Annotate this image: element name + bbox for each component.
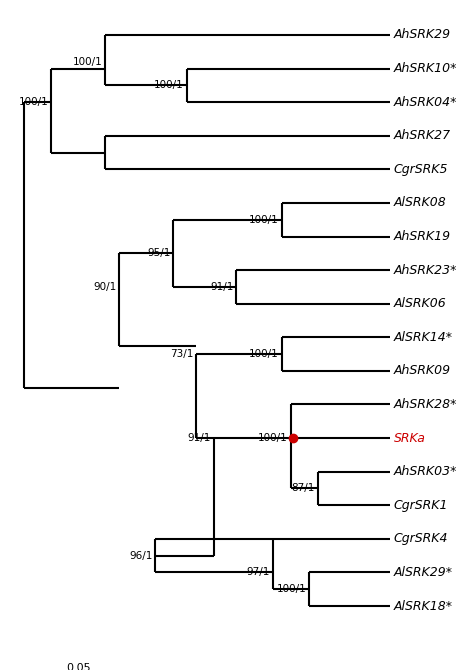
- Text: 97/1: 97/1: [246, 567, 270, 578]
- Text: AhSRK23*: AhSRK23*: [394, 263, 457, 277]
- Text: 0.05: 0.05: [66, 663, 91, 670]
- Text: AlSRK18*: AlSRK18*: [394, 600, 453, 612]
- Text: 87/1: 87/1: [292, 484, 315, 493]
- Text: 100/1: 100/1: [73, 57, 103, 67]
- Text: AhSRK10*: AhSRK10*: [394, 62, 457, 75]
- Text: AlSRK06: AlSRK06: [394, 297, 447, 310]
- Text: 100/1: 100/1: [258, 433, 288, 443]
- Text: AlSRK14*: AlSRK14*: [394, 331, 453, 344]
- Text: 90/1: 90/1: [93, 282, 116, 292]
- Text: 91/1: 91/1: [188, 433, 211, 443]
- Text: 96/1: 96/1: [129, 551, 152, 561]
- Text: 100/1: 100/1: [276, 584, 306, 594]
- Text: AhSRK29: AhSRK29: [394, 29, 451, 42]
- Text: CgrSRK5: CgrSRK5: [394, 163, 448, 176]
- Text: CgrSRK4: CgrSRK4: [394, 533, 448, 545]
- Text: 100/1: 100/1: [18, 97, 48, 107]
- Text: AhSRK28*: AhSRK28*: [394, 398, 457, 411]
- Text: 100/1: 100/1: [154, 80, 184, 90]
- Text: AhSRK27: AhSRK27: [394, 129, 451, 142]
- Text: SRKa: SRKa: [394, 431, 426, 445]
- Text: AhSRK04*: AhSRK04*: [394, 96, 457, 109]
- Text: 91/1: 91/1: [210, 282, 234, 292]
- Text: CgrSRK1: CgrSRK1: [394, 498, 448, 512]
- Text: 100/1: 100/1: [249, 214, 279, 224]
- Text: 95/1: 95/1: [147, 249, 171, 259]
- Text: 100/1: 100/1: [249, 349, 279, 359]
- Text: AhSRK19: AhSRK19: [394, 230, 451, 243]
- Text: 73/1: 73/1: [170, 349, 193, 359]
- Text: AhSRK03*: AhSRK03*: [394, 465, 457, 478]
- Text: AlSRK29*: AlSRK29*: [394, 566, 453, 579]
- Text: AhSRK09: AhSRK09: [394, 364, 451, 377]
- Text: AlSRK08: AlSRK08: [394, 196, 447, 210]
